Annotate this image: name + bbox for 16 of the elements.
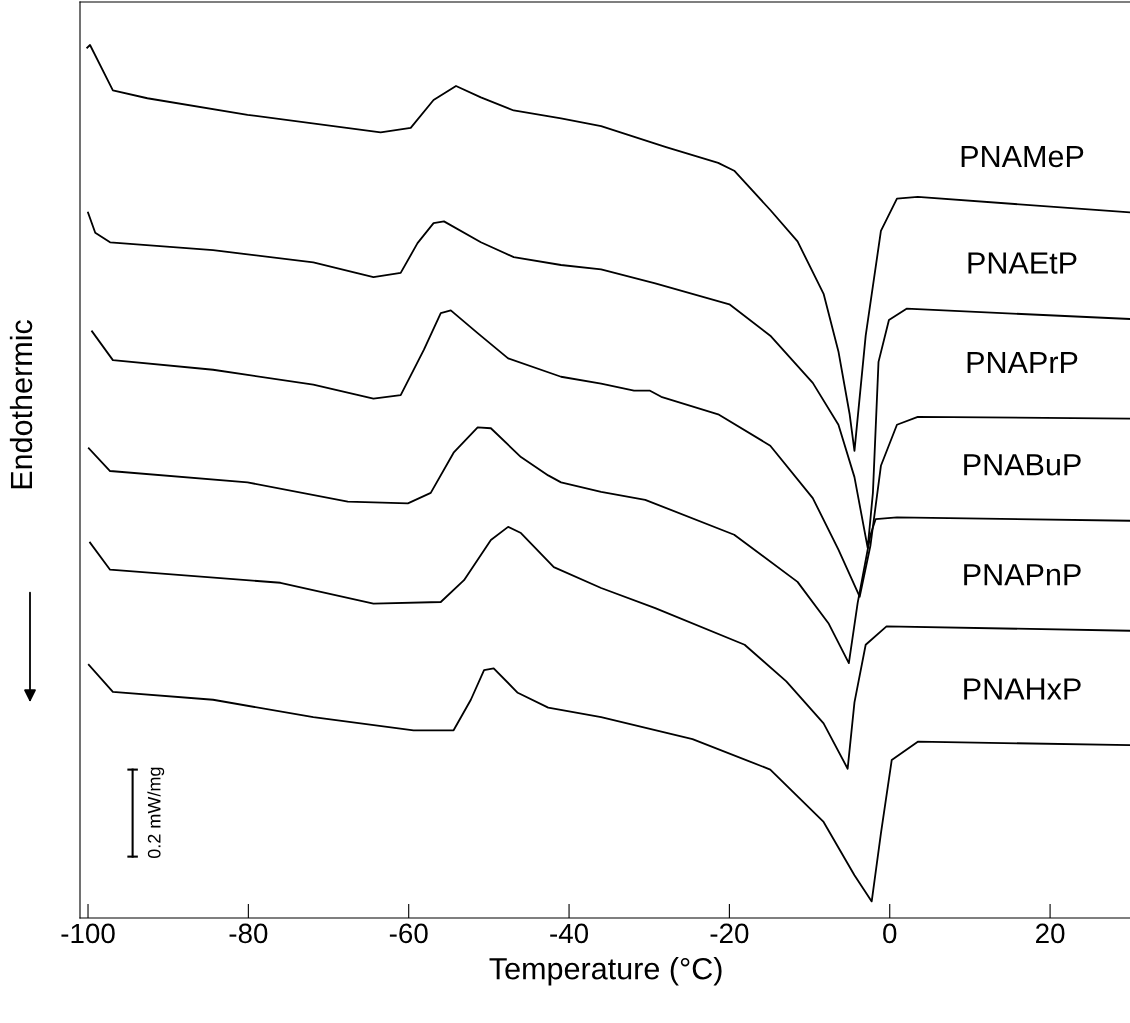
x-tick-label: -100 — [61, 923, 115, 944]
series-label: PNAMeP — [961, 145, 1084, 168]
x-tick-label: 0 — [883, 923, 897, 944]
x-tick-label: -60 — [389, 923, 428, 944]
y-axis-title: Endothermic — [9, 320, 33, 489]
x-tick-label: -40 — [550, 923, 589, 944]
x-tick-label: -80 — [229, 923, 268, 944]
series-label: PNABuP — [964, 454, 1081, 476]
x-axis-title: Temperature (°C) — [489, 957, 722, 986]
series-label: PNAPnP — [964, 564, 1081, 586]
series-label: PNAPrP — [967, 352, 1078, 374]
x-tick-label: 20 — [1036, 923, 1065, 944]
annotation: 0.2 mW/mg — [147, 767, 165, 859]
series-label: PNAHxP — [964, 678, 1081, 700]
x-tick-label: -20 — [710, 923, 749, 944]
series-label: PNAEtP — [968, 252, 1077, 274]
